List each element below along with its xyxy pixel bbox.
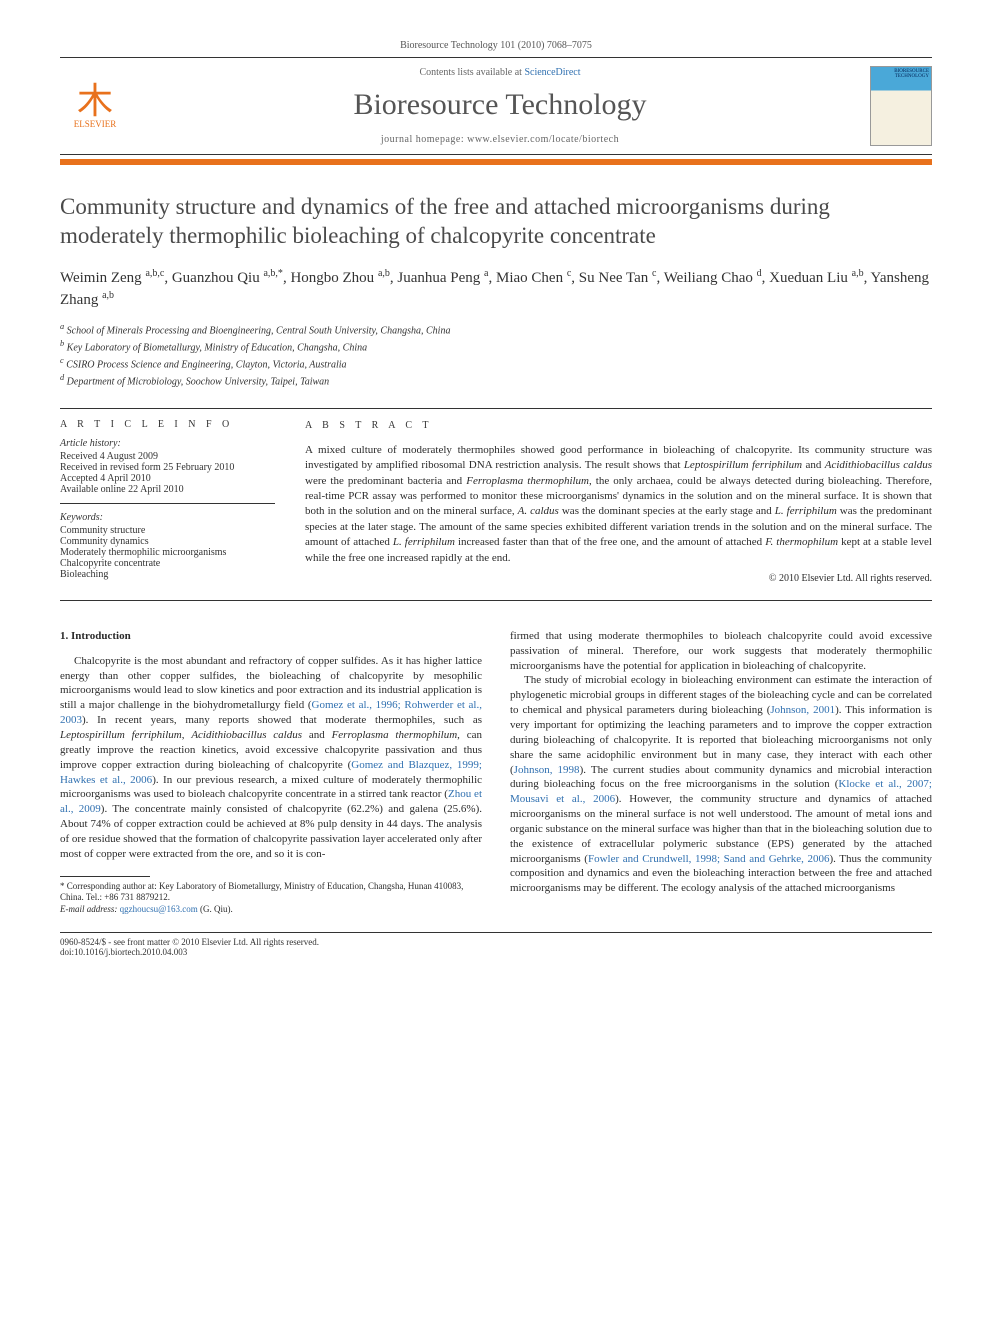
keyword: Community structure xyxy=(60,525,275,536)
keyword: Chalcopyrite concentrate xyxy=(60,558,275,569)
footnotes: * Corresponding author at: Key Laborator… xyxy=(60,881,482,916)
intro-paragraph-1: Chalcopyrite is the most abundant and re… xyxy=(60,654,482,862)
keyword: Moderately thermophilic microorganisms xyxy=(60,547,275,558)
info-heading: A R T I C L E I N F O xyxy=(60,419,275,430)
corresponding-author: * Corresponding author at: Key Laborator… xyxy=(60,881,482,904)
intro-paragraph-1-cont: firmed that using moderate thermophiles … xyxy=(510,629,932,674)
email-label: E-mail address: xyxy=(60,904,120,914)
email-link[interactable]: qgzhoucsu@163.com xyxy=(120,904,198,914)
homepage-url[interactable]: www.elsevier.com/locate/biortech xyxy=(467,134,619,145)
citation: Bioresource Technology 101 (2010) 7068–7… xyxy=(60,40,932,51)
publisher-logo: ⽊ ELSEVIER xyxy=(60,66,130,146)
column-right: firmed that using moderate thermophiles … xyxy=(510,629,932,916)
keyword: Bioleaching xyxy=(60,569,275,580)
publisher-label: ELSEVIER xyxy=(74,119,117,129)
history-line: Received in revised form 25 February 201… xyxy=(60,462,275,473)
footnote-rule xyxy=(60,876,150,877)
authors: Weimin Zeng a,b,c, Guanzhou Qiu a,b,*, H… xyxy=(60,267,932,311)
abstract-heading: A B S T R A C T xyxy=(305,419,932,433)
affiliations: a School of Minerals Processing and Bioe… xyxy=(60,321,932,390)
email-suffix: (G. Qiu). xyxy=(198,904,233,914)
body-columns: 1. Introduction Chalcopyrite is the most… xyxy=(60,629,932,916)
copyright: © 2010 Elsevier Ltd. All rights reserved… xyxy=(305,572,932,586)
section-heading: 1. Introduction xyxy=(60,629,482,644)
contents-prefix: Contents lists available at xyxy=(419,67,524,78)
header-center: Contents lists available at ScienceDirec… xyxy=(130,67,870,145)
history-line: Accepted 4 April 2010 xyxy=(60,473,275,484)
history-line: Received 4 August 2009 xyxy=(60,451,275,462)
abstract-text: A mixed culture of moderately thermophil… xyxy=(305,443,932,566)
sciencedirect-link[interactable]: ScienceDirect xyxy=(524,67,580,78)
article-history: Article history: Received 4 August 2009R… xyxy=(60,438,275,504)
keywords-block: Keywords: Community structureCommunity d… xyxy=(60,512,275,580)
abstract: A B S T R A C T A mixed culture of moder… xyxy=(305,419,932,586)
history-line: Available online 22 April 2010 xyxy=(60,484,275,495)
accent-rule xyxy=(60,159,932,165)
homepage-prefix: journal homepage: xyxy=(381,134,467,145)
journal-name: Bioresource Technology xyxy=(130,88,870,122)
affiliation: d Department of Microbiology, Soochow Un… xyxy=(60,372,932,389)
contents-line: Contents lists available at ScienceDirec… xyxy=(130,67,870,78)
article-title: Community structure and dynamics of the … xyxy=(60,193,932,251)
article-info: A R T I C L E I N F O Article history: R… xyxy=(60,419,275,586)
affiliation: b Key Laboratory of Biometallurgy, Minis… xyxy=(60,338,932,355)
keyword: Community dynamics xyxy=(60,536,275,547)
journal-cover-thumbnail: BIORESOURCE TECHNOLOGY xyxy=(870,66,932,146)
keywords-head: Keywords: xyxy=(60,512,275,523)
homepage-line: journal homepage: www.elsevier.com/locat… xyxy=(130,134,870,145)
footer-line-1: 0960-8524/$ - see front matter © 2010 El… xyxy=(60,937,932,947)
page-footer: 0960-8524/$ - see front matter © 2010 El… xyxy=(60,932,932,957)
elsevier-tree-icon: ⽊ xyxy=(77,83,113,119)
email-line: E-mail address: qgzhoucsu@163.com (G. Qi… xyxy=(60,904,482,916)
affiliation: a School of Minerals Processing and Bioe… xyxy=(60,321,932,338)
intro-paragraph-2: The study of microbial ecology in biolea… xyxy=(510,673,932,896)
page: Bioresource Technology 101 (2010) 7068–7… xyxy=(0,0,992,997)
history-head: Article history: xyxy=(60,438,275,449)
column-left: 1. Introduction Chalcopyrite is the most… xyxy=(60,629,482,916)
footer-doi: doi:10.1016/j.biortech.2010.04.003 xyxy=(60,947,932,957)
affiliation: c CSIRO Process Science and Engineering,… xyxy=(60,355,932,372)
journal-header: ⽊ ELSEVIER Contents lists available at S… xyxy=(60,57,932,155)
info-abstract-row: A R T I C L E I N F O Article history: R… xyxy=(60,408,932,601)
